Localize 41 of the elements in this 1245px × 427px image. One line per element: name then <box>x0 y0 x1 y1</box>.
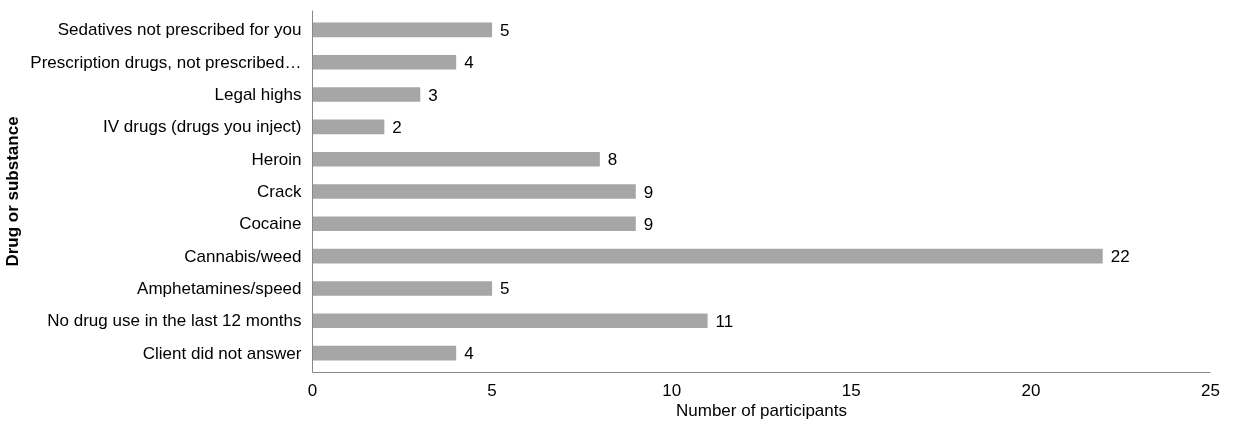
bar <box>312 22 493 38</box>
x-tick-label: 20 <box>1021 380 1041 400</box>
data-label: 5 <box>500 20 510 40</box>
x-tick-label: 10 <box>662 380 682 400</box>
y-tick-label: Client did not answer <box>142 343 302 363</box>
x-axis-title: Number of participants <box>675 400 848 420</box>
data-label: 9 <box>643 182 654 202</box>
y-tick-label: Crack <box>257 182 302 201</box>
data-label: 22 <box>1110 247 1130 267</box>
bar <box>312 87 421 102</box>
y-tick-label: Cocaine <box>239 214 302 234</box>
y-axis-title: Drug or substance <box>3 116 23 267</box>
bar <box>312 54 457 70</box>
data-label: 4 <box>464 53 474 73</box>
bar <box>312 184 636 199</box>
bar <box>312 248 1103 264</box>
data-label: 5 <box>500 279 510 299</box>
y-tick-label: Sedatives not prescribed for you <box>57 20 302 40</box>
bar <box>312 216 636 232</box>
x-tick-label: 25 <box>1201 380 1220 400</box>
x-tick-label: 15 <box>841 380 861 400</box>
bar <box>312 151 600 167</box>
x-tick-label: 5 <box>487 380 497 400</box>
data-label: 3 <box>428 85 438 105</box>
y-tick-label: Heroin <box>251 149 302 169</box>
data-label: 11 <box>715 311 734 331</box>
data-label: 2 <box>392 117 402 137</box>
bar <box>312 281 493 296</box>
data-label: 8 <box>607 150 618 170</box>
y-tick-label: Amphetamines/speed <box>137 278 302 298</box>
bar <box>312 119 385 135</box>
y-tick-label: No drug use in the last 12 months <box>47 311 302 331</box>
y-tick-label: Legal highs <box>214 85 302 105</box>
data-label: 9 <box>643 214 654 234</box>
y-tick-label: Cannabis/weed <box>184 246 302 266</box>
x-tick-label: 0 <box>307 380 318 400</box>
y-tick-label: IV drugs (drugs you inject) <box>103 117 302 137</box>
bar <box>312 313 708 329</box>
y-tick-label: Prescription drugs, not prescribed… <box>30 52 302 72</box>
data-label: 4 <box>464 344 474 364</box>
bar <box>312 345 457 361</box>
